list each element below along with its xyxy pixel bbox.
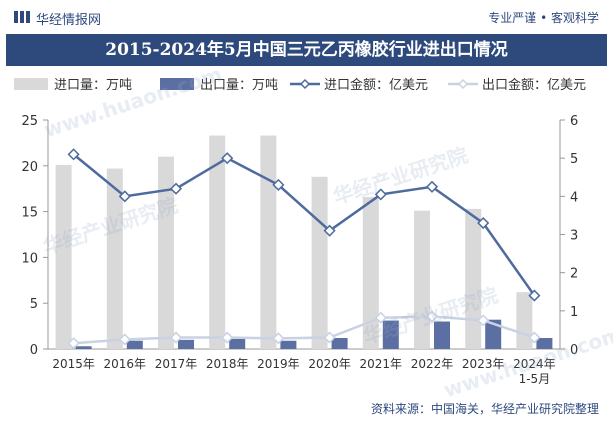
y-tick-label-right: 1 [570, 305, 578, 320]
point-export-value [323, 331, 336, 344]
legend-marker [299, 78, 311, 90]
point-import-value [118, 190, 131, 203]
x-tick-label: 2023年 [462, 357, 505, 371]
point-import-value [221, 152, 234, 165]
bar-import-volume [260, 135, 277, 349]
point-export-value [118, 333, 131, 346]
line-export-value [73, 315, 535, 345]
y-tick-label-left: 15 [21, 206, 38, 221]
x-tick-label-line: 2015年 [52, 357, 95, 371]
chart: 进口量：万吨 出口量：万吨 进口金额：亿美元 出口金额：亿美元051015202501… [14, 77, 586, 386]
x-tick-label-line: 1-5月 [519, 372, 551, 386]
bar-import-volume [55, 164, 72, 349]
bar-export-volume [536, 338, 553, 349]
x-tick-label-line: 2024年 [513, 357, 556, 371]
point-export-value [169, 331, 183, 344]
point-export-value [221, 331, 234, 344]
legend-label: 出口量：万吨 [200, 78, 278, 93]
x-tick-label: 2022年 [411, 357, 454, 371]
x-tick-label: 2021年 [360, 357, 403, 371]
brand-name: 华经情报网 [36, 13, 102, 28]
point-import-value [169, 182, 183, 195]
x-tick-label-line: 2021年 [360, 357, 403, 371]
legend: 进口量：万吨 出口量：万吨 进口金额：亿美元 出口金额：亿美元 [14, 77, 586, 93]
line-import-value [72, 153, 536, 297]
point-import-value [528, 289, 541, 302]
y-tick-label-right: 2 [570, 267, 578, 282]
x-tick-label: 2015年 [52, 357, 95, 371]
y-tick-label-right: 6 [570, 114, 578, 129]
y-tick-label-left: 20 [21, 160, 38, 175]
point-import-value [323, 224, 336, 237]
bar-export-volume [382, 320, 399, 349]
point-export-value [477, 314, 490, 327]
x-tick-label: 2024年 1-5月 [513, 357, 556, 386]
y-tick-label-right: 3 [570, 229, 578, 244]
bar-import-volume [158, 156, 174, 349]
point-import-value [272, 178, 285, 191]
point-export-value [67, 337, 80, 350]
bar-export-volume [126, 340, 143, 349]
point-export-value [272, 332, 285, 345]
x-tick-label: 2018年 [206, 357, 249, 371]
bar-export-volume [280, 340, 297, 349]
bar-import-volume [465, 208, 482, 349]
x-tick-label: 2017年 [155, 357, 198, 371]
point-import-value [374, 188, 387, 201]
slogan: 专业严谨 • 客观科学 [488, 11, 599, 25]
point-export-value [374, 311, 387, 324]
x-tick-label: 2020年 [308, 357, 351, 371]
legend-marker [457, 78, 469, 90]
point-import-value [425, 180, 439, 193]
legend-label: 出口金额：亿美元 [482, 77, 586, 93]
bar-export-volume [229, 338, 246, 349]
x-tick-label-line: 2020年 [308, 357, 351, 371]
bar-export-volume [75, 346, 92, 349]
y-tick-label-right: 0 [570, 343, 578, 358]
x-tick-label-line: 2023年 [462, 357, 505, 371]
y-tick-label-left: 5 [30, 297, 38, 312]
x-tick-label-line: 2016年 [104, 357, 147, 371]
bar-import-volume [106, 168, 123, 349]
legend-label: 进口金额：亿美元 [324, 77, 428, 93]
x-tick-label: 2019年 [257, 357, 300, 371]
bar-import-volume [311, 176, 328, 349]
source-note: 资料来源：中国海关，华经产业研究院整理 [370, 402, 599, 416]
logo-icon [14, 11, 30, 23]
bar-import-volume [414, 210, 430, 349]
y-tick-label-left: 25 [21, 114, 38, 129]
legend-swatch [14, 78, 48, 90]
point-export-value [528, 331, 541, 344]
legend-swatch [160, 78, 194, 90]
legend-label: 进口量：万吨 [54, 78, 132, 93]
bar-export-volume [331, 338, 348, 349]
x-tick-label: 2016年 [104, 357, 147, 371]
x-tick-label-line: 2017年 [155, 357, 198, 371]
y-tick-label-right: 4 [570, 190, 578, 205]
point-export-value [425, 310, 439, 323]
bar-export-volume [178, 339, 194, 349]
x-tick-label-line: 2019年 [257, 357, 300, 371]
point-import-value [67, 148, 80, 161]
y-tick-label-left: 0 [30, 343, 38, 358]
chart-title: 2015-2024年5月中国三元乙丙橡胶行业进出口情况 [6, 34, 607, 66]
bar-export-volume [485, 319, 502, 349]
bar-export-volume [434, 321, 450, 349]
x-tick-label-line: 2022年 [411, 357, 454, 371]
top-bar: 华经情报网 专业严谨 • 客观科学 [0, 0, 613, 34]
x-tick-label-line: 2018年 [206, 357, 249, 371]
bar-import-volume [516, 292, 533, 349]
bar-import-volume [362, 196, 379, 349]
bar-import-volume [209, 135, 226, 349]
y-tick-label-right: 5 [570, 152, 578, 167]
point-import-value [477, 216, 490, 230]
y-tick-label-left: 10 [21, 251, 38, 266]
